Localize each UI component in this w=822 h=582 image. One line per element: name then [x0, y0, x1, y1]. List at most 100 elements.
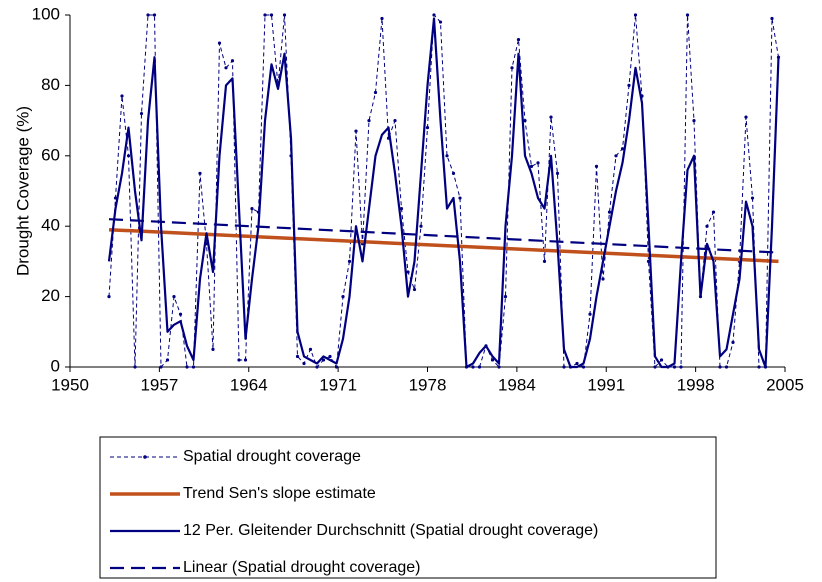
x-tick-label: 1991 — [587, 375, 625, 394]
data-point — [477, 365, 482, 369]
data-point — [393, 119, 397, 123]
data-point — [211, 347, 215, 351]
data-point — [542, 259, 547, 263]
data-point — [497, 365, 501, 369]
data-point — [731, 340, 735, 344]
data-point — [341, 295, 345, 299]
data-point — [133, 365, 137, 369]
legend: Spatial drought coverage Trend Sen's slop… — [110, 448, 598, 576]
data-point — [718, 365, 722, 369]
data-point — [159, 365, 163, 369]
y-tick-label: 100 — [32, 4, 60, 23]
data-point — [588, 312, 592, 316]
legend-box — [99, 436, 717, 579]
series-line — [108, 227, 779, 264]
data-point — [146, 13, 150, 17]
data-point — [139, 111, 144, 116]
legend-label: 12 Per. Gleitender Durchschnitt (Spatial… — [183, 522, 598, 539]
data-point — [757, 365, 761, 369]
data-point — [744, 115, 748, 119]
data-point — [750, 196, 755, 200]
data-point — [178, 312, 183, 316]
data-point — [503, 295, 508, 299]
data-point — [516, 38, 521, 42]
data-point — [581, 365, 586, 369]
data-point — [126, 154, 131, 158]
data-point — [334, 365, 339, 369]
data-point — [321, 358, 326, 362]
data-point — [399, 207, 404, 211]
y-tick-label: 80 — [41, 75, 60, 94]
data-point — [575, 361, 579, 366]
y-tick-label: 60 — [41, 145, 60, 164]
data-point — [594, 164, 599, 168]
data-point — [562, 365, 566, 369]
data-point — [724, 365, 729, 369]
data-point — [490, 358, 495, 362]
data-point — [152, 13, 157, 17]
data-point — [120, 94, 124, 98]
data-point — [529, 164, 534, 168]
data-point — [607, 210, 612, 214]
data-point — [711, 210, 716, 214]
x-tick-label: 2005 — [766, 375, 804, 394]
y-axis-label: Drought Coverage (%) — [13, 106, 32, 276]
legend-marker — [143, 455, 147, 459]
data-point — [425, 126, 430, 130]
data-point — [653, 365, 657, 369]
data-point — [217, 41, 222, 45]
data-point — [373, 90, 378, 95]
data-point — [601, 277, 605, 281]
data-point — [438, 20, 443, 24]
data-point — [269, 13, 274, 17]
data-point — [458, 196, 462, 200]
data-point — [328, 354, 332, 359]
data-point — [672, 365, 677, 369]
data-point — [172, 295, 176, 299]
data-point — [523, 119, 527, 123]
data-point — [185, 365, 189, 369]
data-point — [471, 365, 475, 369]
data-point — [315, 365, 319, 369]
data-point — [302, 361, 306, 366]
data-point — [549, 115, 553, 119]
data-point — [633, 13, 638, 17]
data-point — [237, 358, 241, 362]
data-point — [770, 16, 774, 21]
data-point — [191, 365, 196, 369]
data-point — [243, 358, 248, 362]
data-point — [367, 119, 371, 123]
x-tick-label: 1984 — [498, 375, 536, 394]
data-point — [295, 354, 300, 359]
data-point — [555, 171, 560, 175]
data-point — [263, 13, 267, 17]
data-point — [432, 13, 436, 17]
data-point — [445, 154, 449, 158]
x-tick-label: 1971 — [319, 375, 357, 394]
data-point — [620, 147, 625, 151]
data-point — [354, 129, 358, 133]
data-point — [282, 13, 287, 17]
data-point — [705, 224, 709, 228]
data-point — [419, 224, 423, 228]
y-tick-label: 20 — [41, 286, 60, 305]
data-point — [692, 119, 696, 123]
data-point — [250, 207, 254, 211]
data-point — [685, 13, 690, 17]
legend-label: Trend Sen's slope estimate — [183, 485, 376, 502]
data-point — [406, 270, 410, 274]
series-line — [108, 218, 779, 254]
data-point — [536, 161, 540, 165]
data-point — [627, 83, 631, 87]
y-tick-label: 40 — [41, 216, 60, 235]
x-tick-label: 1964 — [230, 375, 268, 394]
data-point — [224, 66, 228, 70]
data-point — [308, 347, 313, 351]
data-point — [679, 365, 683, 369]
legend-label: Linear (Spatial drought coverage) — [183, 559, 420, 576]
x-tick-label: 1957 — [140, 375, 178, 394]
data-point — [380, 16, 384, 21]
data-point — [451, 171, 456, 175]
data-point — [198, 171, 202, 175]
